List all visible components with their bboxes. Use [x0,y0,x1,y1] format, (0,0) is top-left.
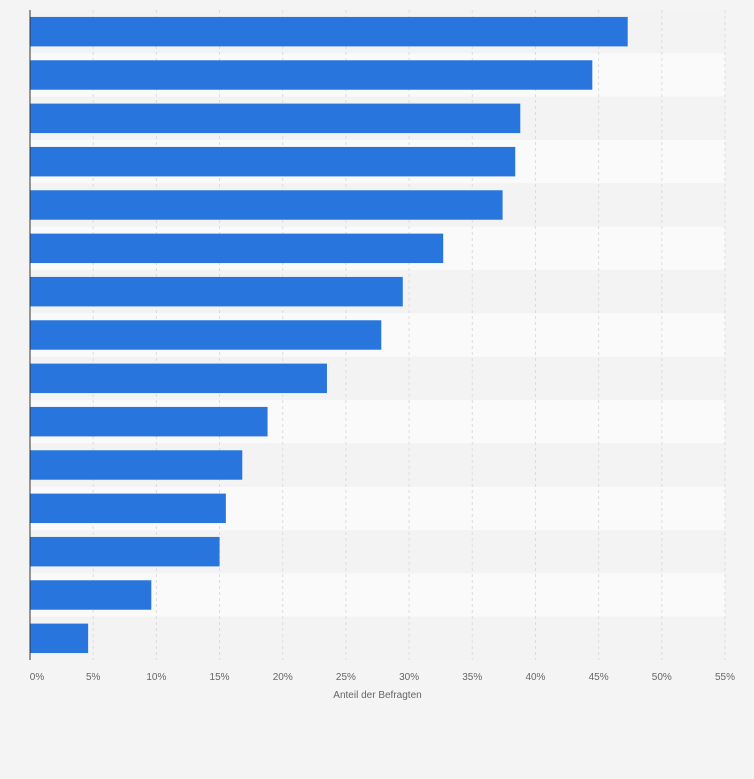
x-tick-label: 0% [30,672,45,683]
bars [30,16,628,654]
bar [30,16,628,47]
x-tick-label: 45% [589,672,609,683]
bar [30,320,382,350]
bar [30,276,403,307]
x-tick-label: 30% [399,672,419,683]
bar [30,450,243,480]
x-tick-label: 25% [336,672,356,683]
bar [30,580,152,610]
x-tick-label: 35% [462,672,482,683]
x-tick-label: 55% [715,672,735,683]
bar [30,536,220,567]
bar [30,623,89,654]
bar [30,103,521,134]
bar [30,146,516,177]
row-band [30,616,725,660]
x-tick-label: 5% [86,672,101,683]
x-axis-ticks: 0% 5% 10% 15% 20% 25% 30% 35% 40% 45% 50% 55% [30,672,735,683]
x-axis-title: Anteil der Befragten [333,690,421,701]
bar [30,60,593,90]
x-tick-label: 50% [652,672,672,683]
x-tick-label: 10% [146,672,166,683]
bar [30,190,503,220]
bar [30,363,327,394]
bar [30,233,444,264]
bar [30,406,268,437]
x-tick-label: 15% [210,672,230,683]
x-tick-label: 40% [525,672,545,683]
bar [30,493,226,524]
x-tick-label: 20% [273,672,293,683]
